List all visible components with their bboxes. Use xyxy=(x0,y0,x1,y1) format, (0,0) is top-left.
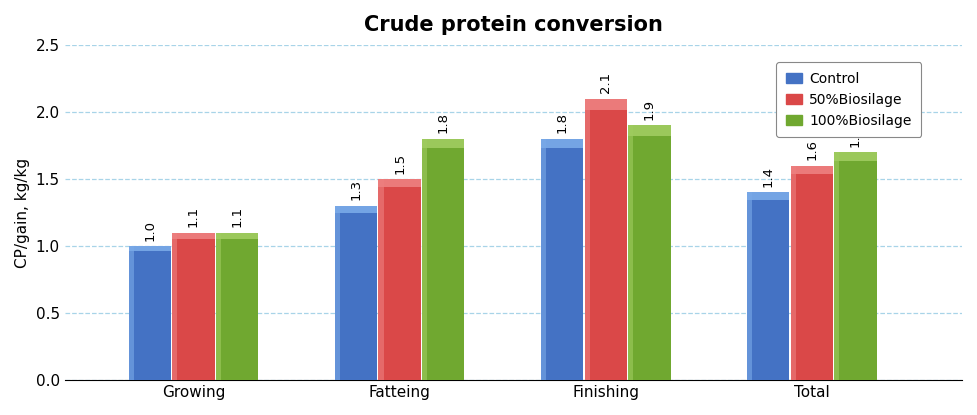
Bar xyxy=(216,233,258,239)
Text: 1.5: 1.5 xyxy=(393,152,406,173)
Text: 1.8: 1.8 xyxy=(437,112,449,133)
Bar xyxy=(216,233,221,380)
Bar xyxy=(747,193,789,200)
Bar xyxy=(172,233,215,239)
Bar xyxy=(628,125,633,380)
Text: 1.7: 1.7 xyxy=(849,126,862,147)
Bar xyxy=(172,233,215,380)
Text: 1.1: 1.1 xyxy=(187,206,200,227)
Bar xyxy=(834,152,876,380)
Text: 1.3: 1.3 xyxy=(350,179,362,200)
Bar xyxy=(378,179,384,380)
Bar xyxy=(541,139,583,149)
Bar xyxy=(584,98,627,110)
Bar xyxy=(335,206,340,380)
Bar xyxy=(378,179,421,380)
Text: 1.9: 1.9 xyxy=(643,99,656,120)
Bar xyxy=(628,125,670,136)
Bar xyxy=(378,179,421,187)
Bar xyxy=(541,139,583,380)
Bar xyxy=(790,166,833,174)
Text: 1.6: 1.6 xyxy=(805,139,819,160)
Bar xyxy=(790,166,795,380)
Bar xyxy=(422,139,464,380)
Bar xyxy=(834,152,839,380)
Bar xyxy=(834,152,876,161)
Bar xyxy=(747,193,752,380)
Bar xyxy=(628,125,670,380)
Bar xyxy=(216,233,258,380)
Bar xyxy=(541,139,546,380)
Text: 2.1: 2.1 xyxy=(599,72,613,93)
Bar xyxy=(172,233,178,380)
Text: 1.4: 1.4 xyxy=(762,166,775,187)
Bar xyxy=(747,193,789,380)
Bar xyxy=(790,166,833,380)
Bar xyxy=(584,98,627,380)
Legend: Control, 50%Biosilage, 100%Biosilage: Control, 50%Biosilage, 100%Biosilage xyxy=(776,62,921,137)
Bar xyxy=(335,206,377,380)
Text: 1.1: 1.1 xyxy=(231,206,243,227)
Bar xyxy=(584,98,589,380)
Text: 1.0: 1.0 xyxy=(144,220,156,241)
Text: 1.8: 1.8 xyxy=(556,112,569,133)
Bar xyxy=(422,139,427,380)
Bar xyxy=(129,246,171,251)
Title: Crude protein conversion: Crude protein conversion xyxy=(363,15,662,35)
Bar xyxy=(335,206,377,213)
Bar xyxy=(129,246,134,380)
Bar xyxy=(129,246,171,380)
Y-axis label: CP/gain, kg/kg: CP/gain, kg/kg xyxy=(15,157,30,268)
Bar xyxy=(422,139,464,149)
